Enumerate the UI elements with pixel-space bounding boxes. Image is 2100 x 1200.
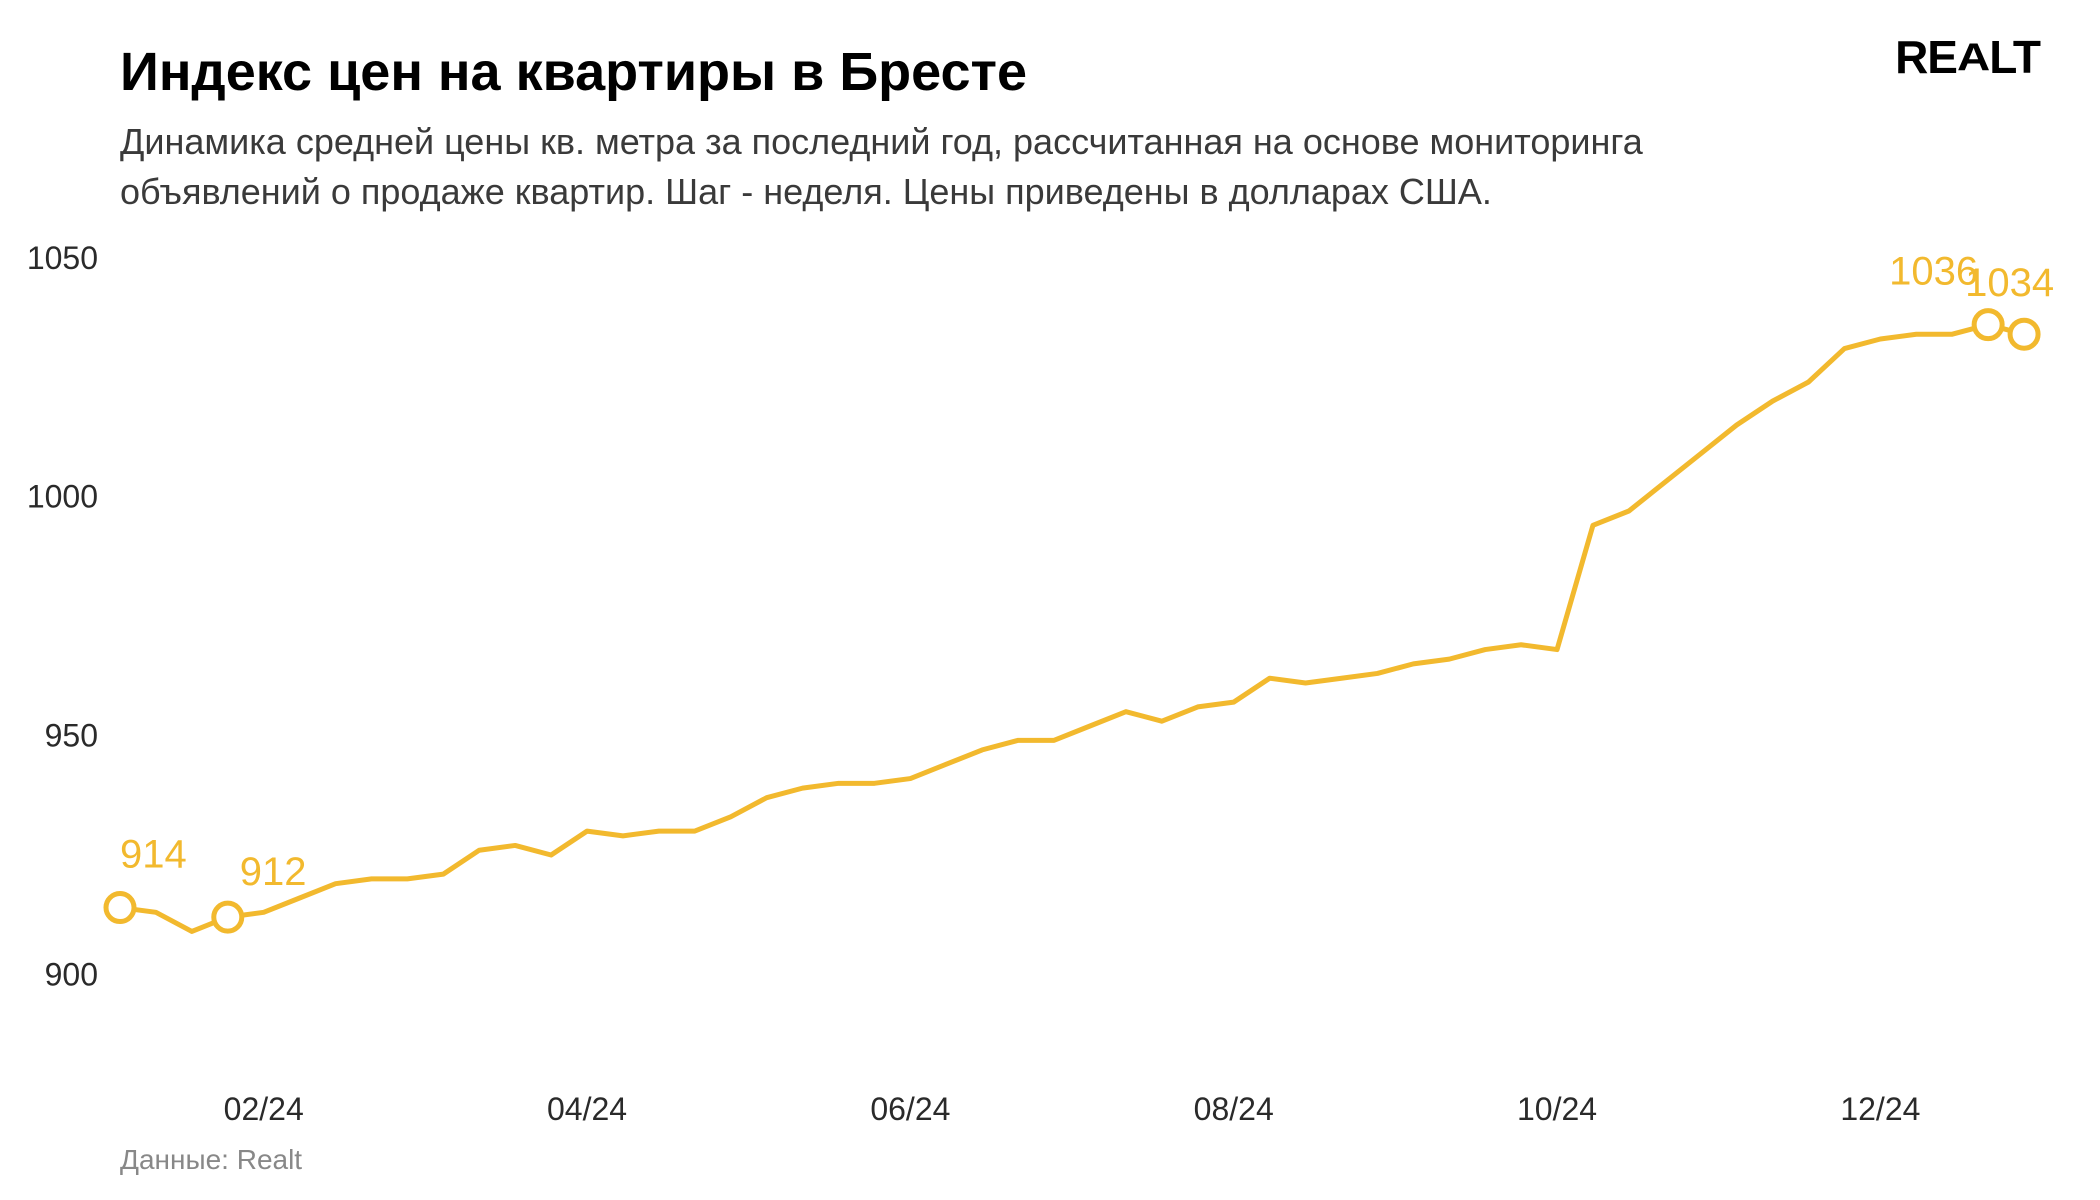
- data-marker: [214, 903, 242, 931]
- y-axis-tick-label: 1050: [27, 240, 98, 276]
- y-axis-tick-label: 950: [45, 718, 98, 754]
- y-axis-tick-label: 900: [45, 956, 98, 992]
- data-marker: [1974, 311, 2002, 339]
- x-axis-tick-label: 10/24: [1517, 1091, 1597, 1127]
- x-axis-tick-label: 12/24: [1840, 1091, 1920, 1127]
- chart-area: 900 950 1000 1050 02/24 04/24 06/24 08/24 10/24 1…: [0, 210, 2100, 1140]
- data-marker: [2010, 320, 2038, 348]
- y-axis-tick-label: 1000: [27, 479, 98, 515]
- data-marker-label: 914: [120, 833, 187, 877]
- line-chart-svg: 900 950 1000 1050 02/24 04/24 06/24 08/24 10/24 1…: [0, 210, 2100, 1140]
- chart-header: Индекс цен на квартиры в Бресте Динамика…: [0, 0, 2100, 218]
- data-marker-label: 912: [240, 850, 307, 894]
- data-marker: [106, 894, 134, 922]
- price-line: [120, 325, 2024, 932]
- data-marker-label: 1034: [1965, 261, 2054, 305]
- brand-logo: Realt: [1895, 30, 2040, 84]
- chart-subtitle: Динамика средней цены кв. метра за после…: [120, 117, 1820, 218]
- x-axis-tick-label: 04/24: [547, 1091, 627, 1127]
- x-axis-tick-label: 06/24: [870, 1091, 950, 1127]
- x-axis-tick-label: 08/24: [1194, 1091, 1274, 1127]
- chart-source: Данные: Realt: [120, 1144, 302, 1176]
- chart-title: Индекс цен на квартиры в Бресте: [120, 40, 1980, 105]
- x-axis-tick-label: 02/24: [224, 1091, 304, 1127]
